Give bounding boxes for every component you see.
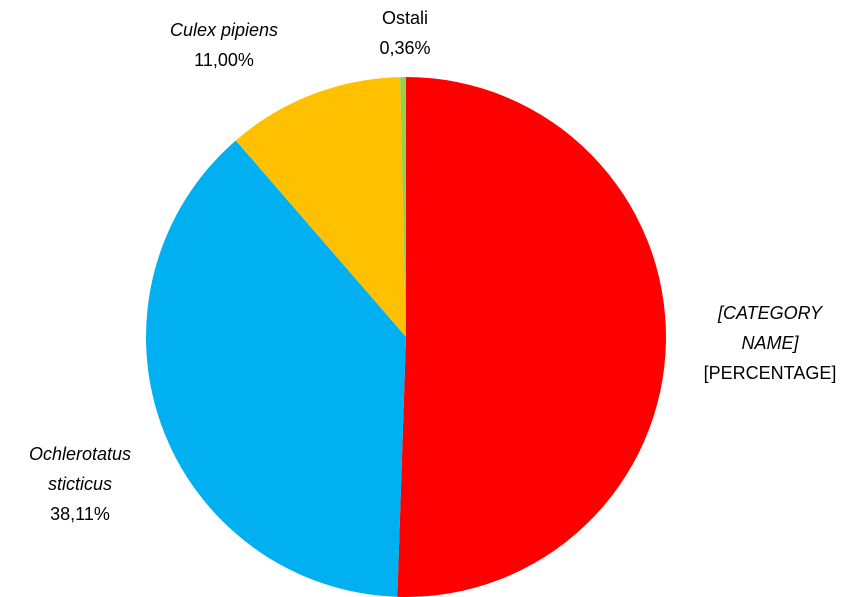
- value-label: 0,36%: [379, 38, 431, 58]
- slice-label: Ochlerotatus sticticus 38,11%: [0, 439, 160, 529]
- slice-label: Ostali 0,36%: [345, 3, 465, 63]
- pie-slice: [146, 140, 406, 597]
- pie-slice: [235, 77, 406, 337]
- value-label: 11,00%: [194, 50, 254, 70]
- category-label: Ochlerotatus sticticus: [28, 444, 132, 494]
- category-label: [CATEGORY NAME]: [717, 303, 822, 353]
- value-label: [PERCENTAGE]: [703, 363, 837, 383]
- category-label: Ostali: [381, 8, 428, 28]
- slice-label: [CATEGORY NAME] [PERCENTAGE]: [690, 298, 850, 388]
- pie-slice: [397, 77, 666, 597]
- pie-slice: [400, 77, 406, 337]
- category-label: Culex pipiens: [169, 20, 279, 40]
- value-label: 38,11%: [50, 504, 110, 524]
- slice-label: Culex pipiens 11,00%: [144, 15, 304, 75]
